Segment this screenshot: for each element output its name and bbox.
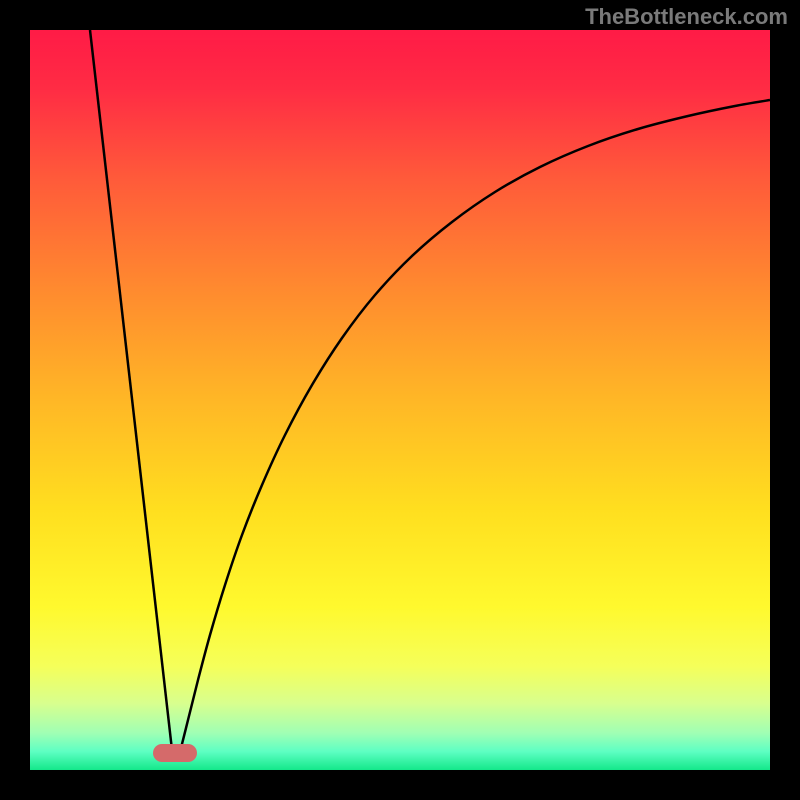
gradient-background xyxy=(30,30,770,770)
plot-area xyxy=(30,30,770,770)
minimum-marker xyxy=(153,744,197,762)
watermark-text: TheBottleneck.com xyxy=(585,4,788,30)
chart-svg xyxy=(30,30,770,770)
chart-frame: TheBottleneck.com xyxy=(0,0,800,800)
